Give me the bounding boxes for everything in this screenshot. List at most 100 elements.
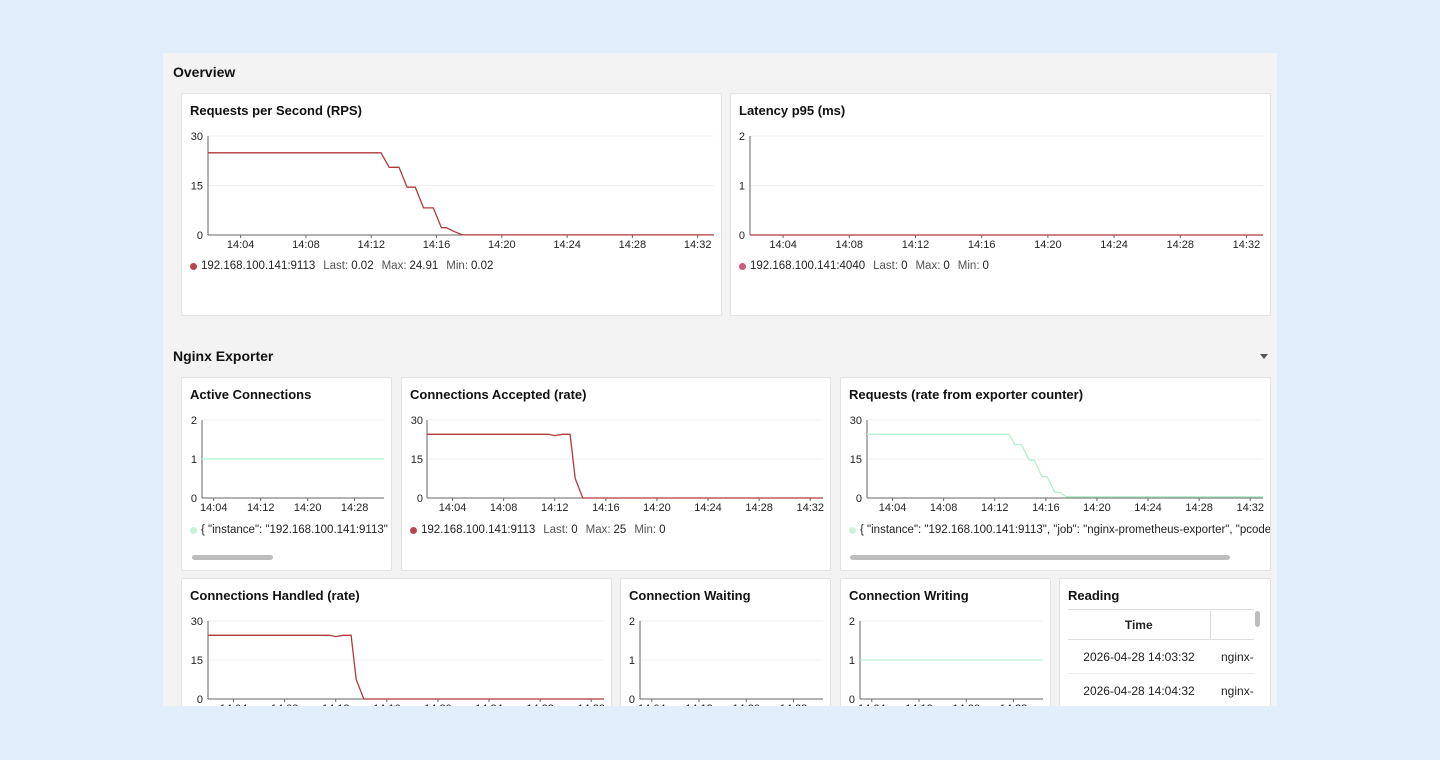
x-tick-label: 14:16 (1032, 502, 1060, 514)
chart-connections-accepted: 0 15 30 14:04 14:08 14:12 14:16 14:20 14:24 14:28… (411, 415, 824, 514)
column-header-name[interactable] (1209, 609, 1254, 640)
legend-max-value: 25 (613, 524, 627, 536)
x-tick-label: 14:20 (1083, 502, 1111, 514)
legend-latency[interactable]: 192.168.100.141:4040 Last: 0 Max: 0 Min: 0 (739, 260, 989, 272)
panel-title: Connection Waiting (629, 588, 751, 603)
x-tick-label: 14:04 (200, 502, 228, 514)
legend-requests-rate[interactable]: { "instance": "192.168.100.141:9113", "j… (849, 524, 1270, 536)
legend-series-name: { "instance": "192.168.100.141:9113" (201, 524, 388, 536)
x-tick-label: 14:04 (638, 703, 666, 706)
series-line (427, 433, 823, 499)
series-color-dot (410, 526, 417, 534)
panel-rps[interactable]: Requests per Second (RPS) 0 15 30 14:04 14:0… (181, 93, 722, 316)
x-tick-label: 14:20 (732, 703, 760, 706)
y-tick-label: 1 (191, 454, 197, 466)
x-tick-label: 14:20 (294, 502, 322, 514)
x-tick-label: 14:32 (684, 239, 712, 251)
panel-title: Requests (rate from exporter counter) (849, 387, 1084, 402)
y-tick-label: 30 (411, 415, 423, 427)
x-tick-label: 14:24 (475, 703, 503, 706)
row-title-overview[interactable]: Overview (173, 64, 236, 80)
x-tick-label: 14:20 (952, 703, 980, 706)
x-tick-label: 14:12 (357, 239, 385, 251)
chart-rps: 0 15 30 14:04 14:08 14:12 14:16 14:20 14:24 14:28… (191, 131, 714, 251)
x-tick-label: 14:28 (1185, 502, 1213, 514)
panel-title: Connections Handled (rate) (190, 588, 360, 603)
y-tick-label: 15 (850, 454, 862, 466)
x-tick-label: 14:08 (490, 502, 518, 514)
x-tick-label: 14:12 (981, 502, 1009, 514)
x-tick-label: 14:08 (292, 239, 320, 251)
table-cell: nginx- (1210, 673, 1254, 706)
legend-active-connections[interactable]: { "instance": "192.168.100.141:9113" (190, 524, 388, 536)
legend-last-label: Last: (543, 524, 569, 536)
x-tick-label: 14:20 (424, 703, 452, 706)
y-tick-label: 1 (629, 655, 635, 667)
x-tick-label: 14:08 (271, 703, 299, 706)
series-line (208, 634, 604, 700)
legend-last-value: 0 (901, 260, 908, 272)
chart-active-connections: 0 1 2 14:04 14:12 14:20 14:28 (191, 415, 384, 514)
y-tick-label: 0 (629, 694, 635, 706)
row-collapse-caret-icon[interactable] (1260, 354, 1268, 359)
table-row: 2026-04-28 14:04:32 nginx- (1068, 673, 1254, 706)
y-tick-label: 1 (849, 655, 855, 667)
y-tick-label: 0 (191, 493, 197, 505)
legend-last-value: 0.02 (351, 260, 374, 272)
x-tick-label: 14:28 (745, 502, 773, 514)
x-tick-label: 14:12 (247, 502, 275, 514)
legend-rps[interactable]: 192.168.100.141:9113 Last: 0.02 Max: 24.91… (190, 260, 493, 272)
legend-horizontal-scrollbar[interactable] (850, 555, 1230, 560)
y-tick-label: 0 (849, 694, 855, 706)
x-tick-label: 14:28 (1166, 239, 1194, 251)
table-cell: 2026-04-28 14:04:32 (1068, 673, 1210, 706)
table-cell: 2026-04-28 14:03:32 (1068, 639, 1210, 674)
panel-connections-handled[interactable]: Connections Handled (rate) 0 15 30 14:04 14:… (181, 578, 612, 706)
panel-connection-waiting[interactable]: Connection Waiting 0 1 2 14:04 14:12 14:20 14:… (620, 578, 831, 706)
y-tick-label: 0 (197, 230, 203, 242)
x-tick-label: 14:12 (905, 703, 933, 706)
y-tick-label: 30 (191, 131, 203, 143)
legend-max-label: Max: (915, 260, 941, 272)
panel-reading[interactable]: Reading Time 2026-04-28 14:03:32 nginx- … (1059, 578, 1271, 706)
legend-series-name: 192.168.100.141:9113 (201, 260, 316, 272)
panel-title: Reading (1068, 588, 1120, 603)
table-vertical-scrollbar[interactable] (1255, 611, 1260, 627)
series-color-dot (739, 262, 746, 270)
reading-table: Time 2026-04-28 14:03:32 nginx- 2026-04-… (1068, 609, 1254, 706)
x-tick-label: 14:16 (423, 239, 451, 251)
legend-max-value: 24.91 (409, 260, 439, 272)
panel-connection-writing[interactable]: Connection Writing 0 1 2 14:04 14:12 14:20 14:… (840, 578, 1051, 706)
legend-max-label: Max: (585, 524, 611, 536)
y-tick-label: 0 (856, 493, 862, 505)
panel-title: Requests per Second (RPS) (190, 103, 362, 118)
row-title-nginx-exporter[interactable]: Nginx Exporter (173, 348, 274, 364)
legend-max-label: Max: (381, 260, 407, 272)
chart-connections-handled: 0 15 30 14:04 14:08 14:12 14:16 14:20 14:24 14:28… (191, 616, 605, 706)
y-tick-label: 1 (739, 181, 745, 193)
table-cell: nginx- (1210, 639, 1254, 674)
x-tick-label: 14:28 (341, 502, 369, 514)
panel-connections-accepted[interactable]: Connections Accepted (rate) 0 15 30 14:04 14… (401, 377, 831, 571)
panel-active-connections[interactable]: Active Connections 0 1 2 14:04 14:12 14:20 14:… (181, 377, 392, 571)
legend-min-label: Min: (446, 260, 469, 272)
x-tick-label: 14:24 (694, 502, 722, 514)
panel-requests-rate[interactable]: Requests (rate from exporter counter) 0 1… (840, 377, 1271, 571)
x-tick-label: 14:28 (619, 239, 647, 251)
series-line (867, 433, 1263, 498)
column-header-time[interactable]: Time (1068, 609, 1210, 640)
x-tick-label: 14:04 (879, 502, 907, 514)
x-tick-label: 14:32 (1233, 239, 1261, 251)
x-tick-label: 14:12 (541, 502, 569, 514)
legend-connections-accepted[interactable]: 192.168.100.141:9113 Last: 0 Max: 25 Min: 0 (410, 524, 665, 536)
x-tick-label: 14:04 (769, 239, 797, 251)
series-line (208, 152, 714, 236)
legend-horizontal-scrollbar[interactable] (192, 555, 273, 560)
x-tick-label: 14:28 (780, 703, 808, 706)
x-tick-label: 14:08 (930, 502, 958, 514)
panel-title: Active Connections (190, 387, 312, 402)
series-color-dot (190, 262, 197, 270)
panel-latency[interactable]: Latency p95 (ms) 0 1 2 14:04 14:08 14:12 14:16… (730, 93, 1271, 316)
y-tick-label: 2 (629, 616, 635, 628)
table-header-row: Time (1068, 609, 1254, 640)
